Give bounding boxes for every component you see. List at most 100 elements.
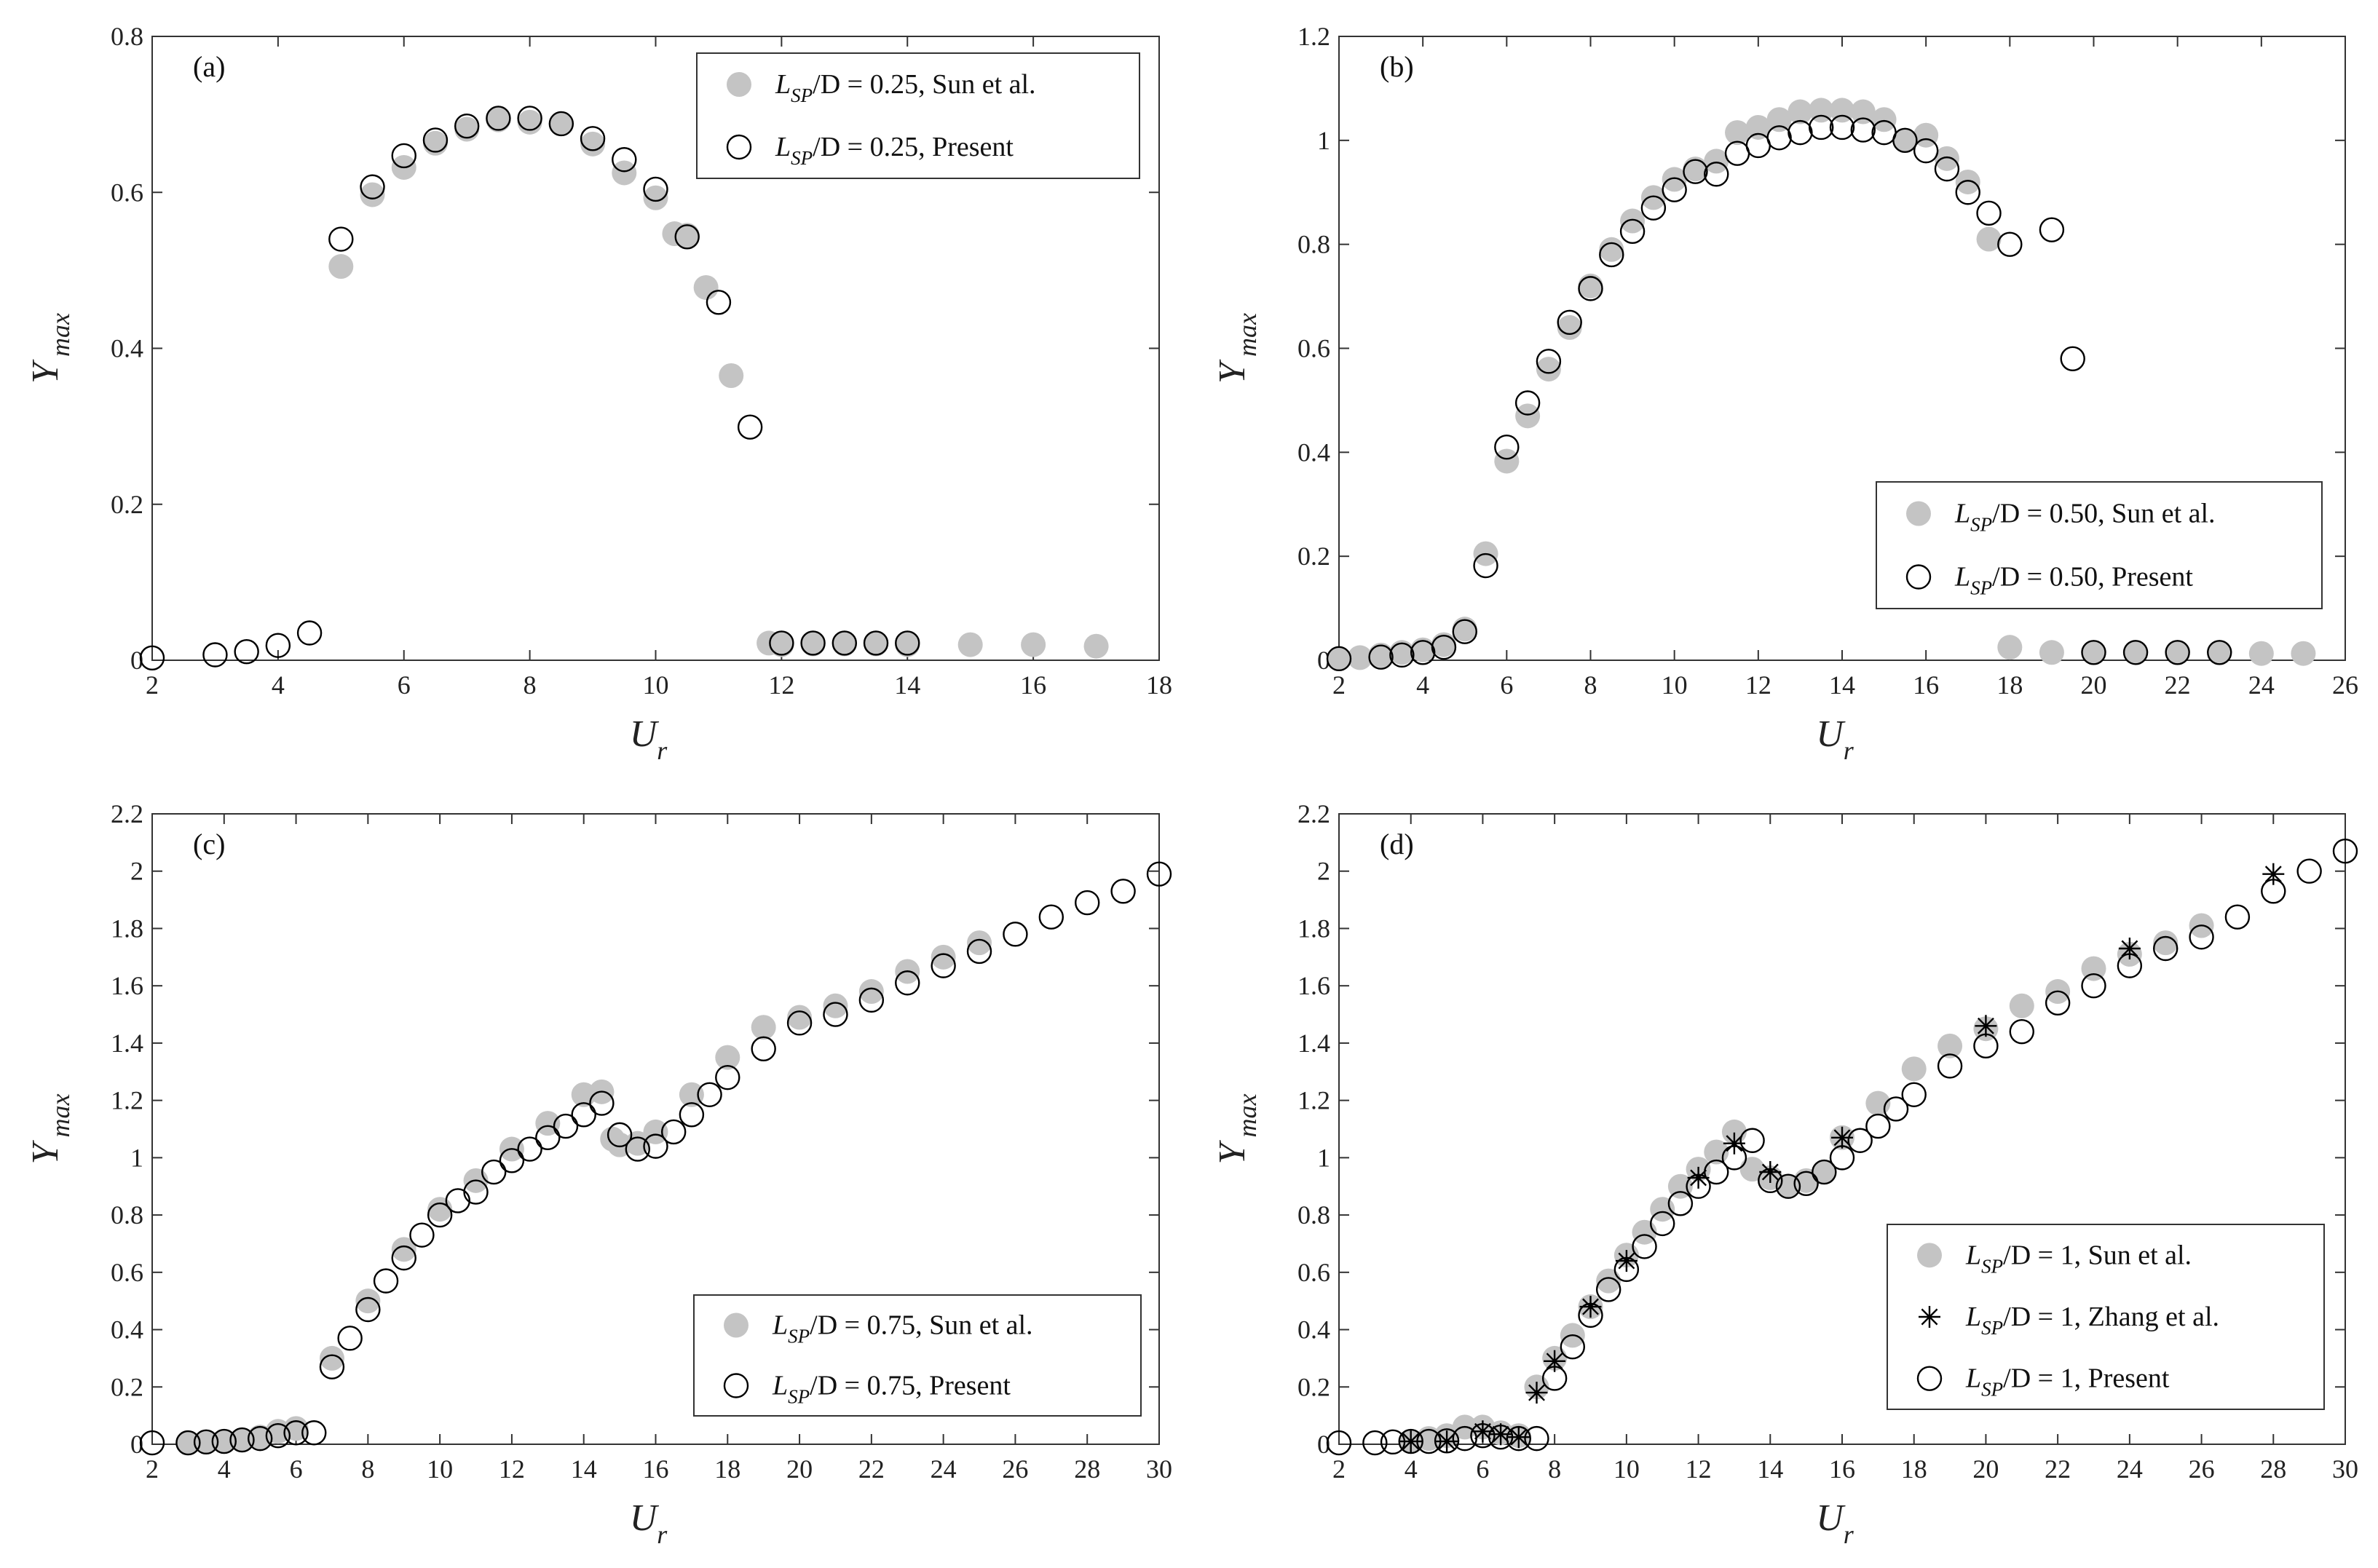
data-point (931, 944, 956, 970)
data-point (1997, 635, 2023, 660)
data-point (1515, 403, 1541, 429)
data-point (831, 630, 858, 656)
legend: LSP/D = 0.75, Sun et al. LSP/D = 0.75, Pr… (693, 1294, 1142, 1417)
data-point (427, 1197, 453, 1222)
data-point (2224, 904, 2251, 930)
data-point (1901, 1082, 1927, 1107)
data-point (1850, 117, 1876, 143)
data-point (966, 938, 992, 965)
data-point (454, 113, 480, 139)
series-open-circle (1326, 114, 2232, 672)
data-point (1640, 195, 1667, 221)
data-point (427, 1202, 453, 1228)
y-tick-label: 0.4 (111, 334, 143, 363)
data-point (823, 1002, 848, 1027)
data-point (2261, 879, 2286, 904)
data-point (967, 930, 992, 956)
y-tick-label: 0.8 (111, 1200, 143, 1230)
y-tick-label: 0.4 (111, 1315, 143, 1345)
series-filled-circle (328, 107, 1109, 659)
data-point (1723, 1132, 1745, 1155)
data-point (1997, 231, 2023, 257)
chart-panel-c: 2 4 6 8 10 12 14 16 18 20 22 24 26 28 3000.20.40.60.81… (25, 799, 1172, 1549)
y-tick-label: 1 (130, 1143, 143, 1172)
legend: LSP/D = 0.50, Sun et al. LSP/D = 0.50, Pr… (1876, 481, 2323, 609)
y-tick-label: 0 (130, 1430, 143, 1459)
data-point (1146, 861, 1172, 887)
data-point (1619, 218, 1646, 245)
data-point (360, 182, 385, 207)
y-tick-label: 0.2 (111, 490, 143, 519)
data-point (1640, 185, 1666, 210)
data-point (571, 1102, 596, 1128)
legend-marker (726, 134, 752, 160)
data-point (580, 126, 606, 151)
data-point (1812, 1159, 1837, 1185)
data-point (1434, 1428, 1460, 1454)
data-point (1578, 276, 1603, 301)
x-axis-title: Ur (1816, 1497, 1854, 1549)
data-point (1704, 1159, 1729, 1185)
data-point (1829, 1145, 1855, 1171)
x-tick-label: 18 (1996, 670, 2023, 700)
data-point (1788, 99, 1813, 124)
data-point (2153, 930, 2178, 956)
data-point (1431, 634, 1457, 660)
data-point (1452, 1425, 1477, 1452)
x-tick-label: 10 (427, 1454, 453, 1484)
y-tick-label: 1.6 (111, 971, 143, 1000)
legend: LSP/D = 1, Sun et al. LSP/D = 1, Zhang et… (1887, 1224, 2325, 1410)
x-tick-label: 26 (2189, 1454, 2215, 1484)
data-point (1399, 1430, 1422, 1453)
series-filled-circle (1327, 98, 2316, 671)
x-tick-label: 6 (1500, 670, 1513, 700)
data-point (1525, 1382, 1548, 1404)
y-tick-label: 2 (130, 857, 143, 886)
x-tick-label: 8 (1584, 670, 1597, 700)
y-tick-label: 0.8 (1297, 1200, 1330, 1230)
data-point (1775, 1173, 1801, 1199)
data-point (1955, 180, 1980, 205)
x-tick-label: 14 (1829, 670, 1855, 700)
data-point (499, 1148, 525, 1173)
x-tick-label: 4 (272, 670, 285, 700)
data-point (2207, 640, 2232, 665)
data-point (283, 1420, 309, 1446)
data-point (831, 631, 857, 657)
legend-marker (727, 72, 751, 97)
legend-marker (1916, 1366, 1943, 1391)
data-point (517, 106, 542, 131)
y-tick-label: 1 (1317, 1143, 1330, 1172)
data-point (1829, 114, 1855, 140)
data-point (1557, 309, 1582, 335)
x-tick-label: 10 (1662, 670, 1688, 700)
data-point (769, 632, 794, 657)
chart-panel-a: 2 4 6 8 10 12 14 16 18 0 0.2 0.4 0.6 0.8 Ur Ymax (a) LSP/… (25, 22, 1172, 765)
data-point (1075, 890, 1100, 916)
panel-label: (c) (193, 828, 225, 860)
data-point (643, 1119, 668, 1144)
data-point (1595, 1277, 1621, 1302)
data-point (1599, 237, 1624, 262)
y-tick-label: 0.4 (1297, 437, 1330, 467)
legend-marker (1919, 1306, 1940, 1328)
data-point (328, 254, 354, 280)
data-point (858, 979, 884, 1005)
x-tick-label: 8 (524, 670, 537, 700)
data-point (1536, 357, 1561, 382)
data-point (679, 1102, 705, 1128)
data-point (1758, 1168, 1783, 1194)
data-point (391, 143, 416, 169)
data-point (715, 1045, 740, 1070)
data-point (1745, 114, 1771, 140)
data-point (2248, 641, 2274, 666)
data-point (517, 109, 542, 135)
data-point (1389, 642, 1415, 668)
x-axis-title: Ur (630, 713, 668, 765)
legend-marker (723, 1373, 749, 1398)
data-point (895, 632, 920, 657)
data-point (409, 1222, 435, 1248)
data-point (706, 290, 732, 315)
data-point (1892, 127, 1918, 154)
